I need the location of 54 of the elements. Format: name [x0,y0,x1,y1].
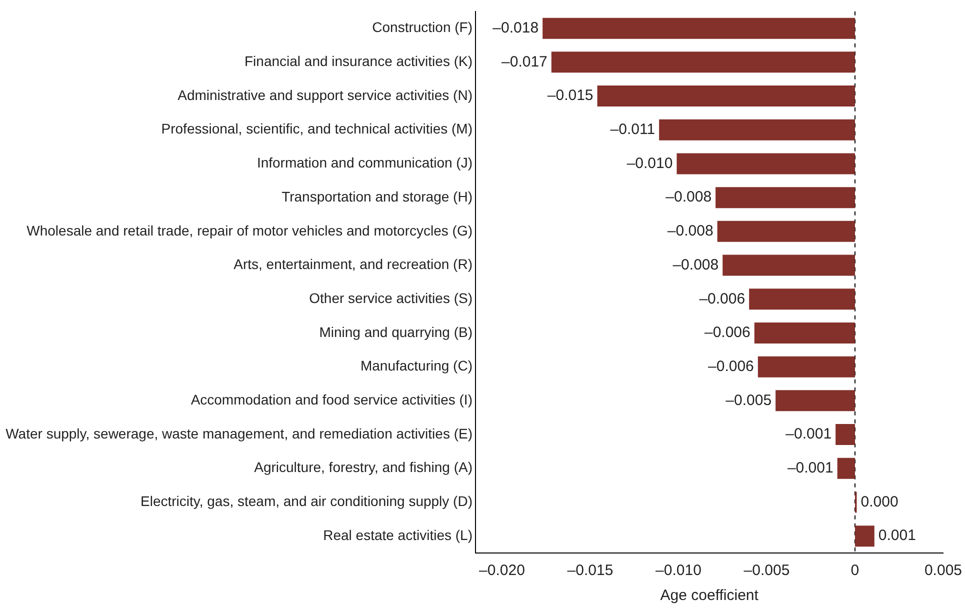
x-tick-label: –0.020 [479,562,525,580]
data-label: –0.001 [786,426,832,443]
bar [758,356,855,378]
y-tick-label: Information and communication (J) [256,154,472,171]
bar [659,119,855,140]
data-label: –0.006 [699,290,746,308]
bar [717,220,855,242]
y-tick-label: Electricity, gas, steam, and air conditioning supply (D) [140,493,472,510]
y-tick-label: Wholesale and retail trade, repair of motor vehicles and motorcycles (G) [26,222,472,238]
bar [836,424,855,446]
y-tick-label: Manufacturing (C) [360,358,472,374]
data-label: –0.008 [672,256,719,274]
x-tick-label: 0 [850,562,860,580]
y-tick-label: Agriculture, forestry, and fishing (A) [254,459,472,476]
data-label: 0.001 [878,527,916,544]
bar [776,390,855,412]
y-tick-label: Water supply, sewerage, waste management, and remediation activities (E) [6,425,472,442]
y-tick-label: Construction (F) [372,19,472,36]
bar [837,458,855,479]
y-tick-label: Financial and insurance activities (K) [244,53,472,70]
x-tick-label: 0.005 [924,562,962,580]
data-label: –0.015 [547,87,594,104]
data-label: –0.010 [626,154,673,172]
data-label: –0.011 [610,121,656,138]
y-tick-label: Other service activities (S) [309,290,472,306]
y-tick-label: Real estate activities (L) [323,526,472,543]
data-label: –0.017 [502,53,548,70]
bar [854,526,874,547]
y-tick-label: Arts, entertainment, and recreation (R) [234,256,472,272]
data-label: –0.005 [726,392,772,409]
bar [749,288,855,310]
bar [722,254,855,276]
data-label: 0.000 [860,493,898,510]
data-label: –0.018 [492,19,539,36]
data-label: –0.008 [666,188,712,206]
data-label: –0.008 [667,222,714,240]
y-tick-label: Professional, scientific, and technical activities (M) [161,120,472,137]
bar [542,18,855,39]
x-tick-label: –0.010 [656,562,702,580]
y-tick-label: Accommodation and food service activities (I) [190,392,472,408]
y-tick-label: Mining and quarrying (B) [319,324,472,340]
x-tick-label: –0.005 [744,562,790,580]
y-tick-label: Transportation and storage (H) [282,188,472,204]
x-tick-label: –0.015 [567,562,614,580]
y-tick-label: Administrative and support service activities (N) [178,86,472,103]
data-label: –0.001 [787,460,834,477]
data-label: –0.006 [708,358,754,375]
bar [716,187,855,208]
x-axis-title: Age coefficient [660,587,760,604]
data-label: –0.006 [704,324,750,342]
bar [754,322,855,344]
bar [551,52,855,73]
bar [676,153,855,174]
bar [597,86,855,107]
